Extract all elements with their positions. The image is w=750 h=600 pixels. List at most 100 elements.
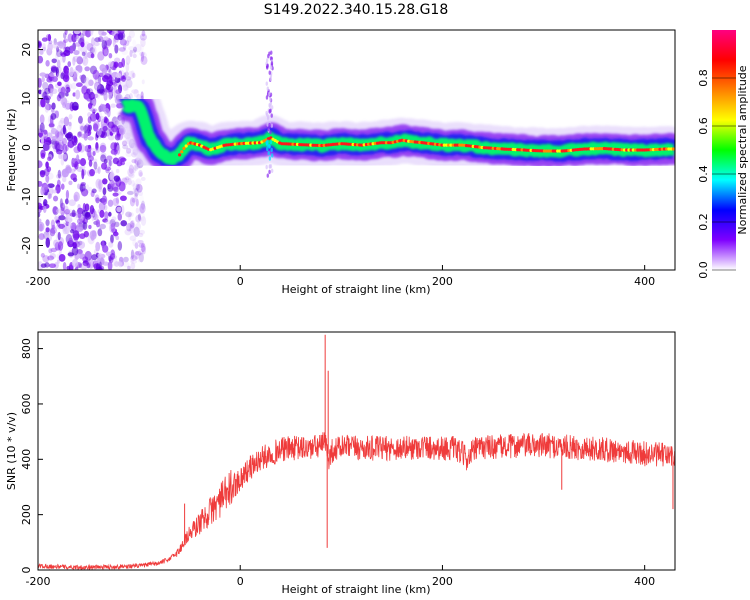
noise-blob — [138, 232, 144, 238]
noise-blob — [128, 213, 132, 221]
noise-blob — [133, 164, 139, 171]
noise-blob — [98, 179, 103, 190]
noise-blob — [43, 141, 51, 151]
noise-blob — [72, 55, 80, 62]
noise-blob — [71, 33, 77, 43]
noise-blob — [68, 180, 73, 186]
noise-blob — [41, 37, 48, 42]
burst-blob — [265, 110, 268, 116]
trace-core-point — [558, 149, 562, 153]
burst-blob — [270, 147, 273, 153]
noise-blob — [51, 102, 56, 110]
trace-core-point — [382, 141, 386, 145]
noise-blob — [124, 71, 129, 77]
burst-blob — [268, 122, 271, 128]
trace-core-point — [551, 149, 555, 153]
noise-blob — [60, 86, 66, 96]
noise-blob — [138, 252, 144, 263]
trace-core-point — [545, 149, 549, 153]
noise-blob — [62, 144, 68, 154]
noise-blob — [117, 61, 123, 68]
noise-blob — [47, 183, 55, 188]
trace-core-point — [593, 147, 598, 151]
noise-blob — [125, 161, 132, 167]
trace-core-point — [542, 149, 547, 153]
noise-blob — [80, 182, 86, 187]
noise-blob — [72, 56, 76, 66]
noise-blob — [139, 229, 145, 235]
noise-blob — [42, 91, 48, 100]
noise-blob — [134, 188, 139, 197]
noise-blob — [53, 239, 59, 247]
trace-core-point — [504, 147, 509, 151]
noise-blob — [139, 194, 144, 204]
noise-blob — [52, 195, 59, 202]
trace-core-point — [513, 148, 518, 152]
noise-blob — [137, 239, 144, 244]
noise-blob — [80, 45, 88, 54]
trace-core-point — [231, 142, 235, 146]
noise-blob — [133, 46, 138, 53]
noise-blob — [140, 51, 145, 63]
noise-blob — [76, 226, 83, 232]
trace-core-point — [549, 149, 553, 153]
trace-core-point — [667, 147, 671, 151]
y-tick-label: 0 — [20, 567, 33, 574]
noise-blob — [61, 137, 68, 146]
noise-blob — [65, 144, 69, 152]
y-tick-label: 20 — [20, 43, 33, 57]
noise-blob — [60, 72, 65, 80]
noise-blob — [130, 222, 136, 228]
noise-blob — [38, 55, 44, 64]
colorbar: 0.0 0.2 0.4 0.6 0.8 Normalized spectral ampl… — [697, 30, 749, 279]
noise-blob — [128, 221, 135, 232]
noise-blob — [110, 222, 116, 233]
trace-core-point — [576, 148, 580, 152]
noise-blob — [83, 124, 88, 134]
noise-blob — [52, 42, 59, 49]
noise-blob — [38, 160, 43, 168]
noise-blob — [138, 169, 143, 177]
noise-blob — [73, 191, 80, 202]
noise-blob — [108, 52, 113, 59]
noise-blob — [50, 66, 58, 73]
noise-blob — [60, 202, 66, 212]
noise-blob — [74, 267, 79, 270]
noise-blob — [135, 43, 142, 53]
noise-blob — [41, 76, 45, 83]
noise-blob — [39, 170, 46, 178]
noise-blob — [102, 178, 108, 185]
noise-blob — [131, 180, 135, 187]
burst-blob — [266, 86, 270, 91]
noise-blob — [97, 228, 103, 237]
trace-core-point — [322, 143, 326, 147]
noise-blob — [94, 37, 101, 43]
noise-blob — [77, 43, 82, 53]
noise-blob — [75, 89, 81, 100]
noise-blob — [128, 212, 134, 218]
noise-blob — [54, 110, 59, 115]
noise-blob — [56, 124, 63, 134]
noise-blob — [86, 261, 91, 267]
noise-blob — [131, 158, 137, 164]
noise-blob — [57, 231, 61, 241]
noise-blob — [74, 42, 81, 47]
noise-blob — [62, 176, 67, 183]
x-tick-label: -200 — [26, 275, 51, 288]
noise-blob — [127, 265, 131, 270]
noise-blob — [77, 131, 83, 137]
noise-blob — [69, 45, 74, 54]
trace-core-point — [625, 148, 629, 152]
snr-x-ticks: -200 0 200 400 — [26, 565, 655, 588]
noise-blob — [40, 136, 44, 145]
noise-blob — [119, 39, 127, 46]
x-tick-label: 200 — [432, 575, 453, 588]
colorbar-tick-label: 0.4 — [697, 165, 710, 183]
noise-blob — [91, 254, 98, 261]
noise-blob — [105, 168, 110, 174]
noise-blob — [42, 46, 46, 52]
noise-blob — [74, 77, 78, 83]
noise-blob — [69, 229, 75, 234]
